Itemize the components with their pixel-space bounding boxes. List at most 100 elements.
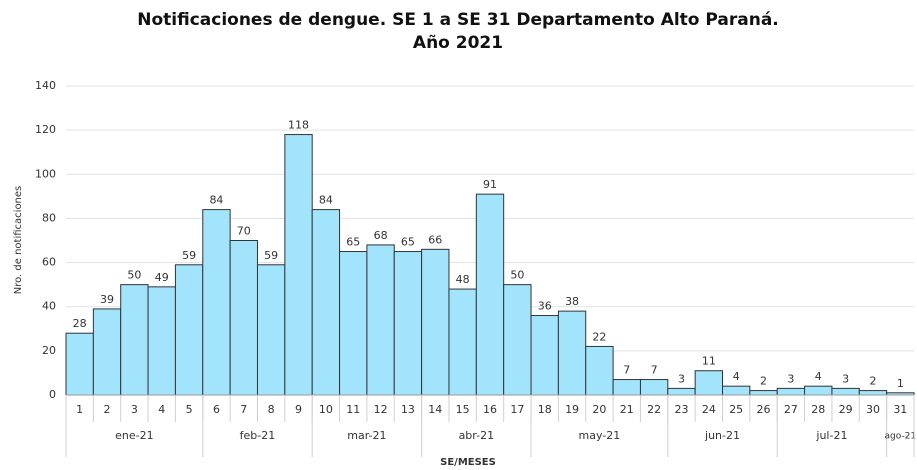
x-tick-label: 29 (839, 403, 853, 416)
data-label: 118 (288, 119, 309, 132)
x-tick-label: 17 (510, 403, 524, 416)
data-label: 38 (565, 295, 579, 308)
x-tick-label: 5 (186, 403, 193, 416)
bar (174, 264, 204, 396)
bar (804, 385, 833, 396)
x-tick-label: 21 (620, 403, 634, 416)
data-label: 3 (787, 372, 794, 385)
data-label: 11 (702, 355, 716, 368)
bar (202, 209, 231, 396)
y-tick-label: 100 (35, 167, 56, 180)
data-label: 50 (127, 269, 141, 282)
x-axis-title: SE/MESES (440, 457, 496, 468)
x-tick-label: 7 (240, 403, 247, 416)
x-tick-label: 10 (319, 403, 333, 416)
data-label: 3 (842, 372, 849, 385)
data-label: 65 (401, 236, 415, 249)
data-label: 59 (182, 249, 196, 262)
bar (776, 387, 806, 396)
data-label: 7 (623, 364, 630, 377)
y-axis-title: Nro. de notificaciones (13, 186, 24, 295)
data-label: 28 (73, 317, 87, 330)
bar (120, 284, 149, 396)
data-label: 1 (897, 377, 904, 390)
bar (639, 379, 669, 396)
data-label: 66 (428, 233, 442, 246)
data-label: 68 (374, 229, 388, 242)
x-tick-label: 4 (158, 403, 165, 416)
bar (393, 251, 423, 396)
data-label: 7 (651, 364, 658, 377)
data-label: 4 (733, 370, 740, 383)
bar (585, 345, 614, 396)
x-tick-label: 2 (104, 403, 111, 416)
chart-title: Notificaciones de dengue. SE 1 a SE 31 D… (137, 10, 779, 30)
y-tick-label: 80 (42, 211, 56, 224)
bar (421, 248, 450, 396)
data-label: 49 (155, 271, 169, 284)
bar (284, 134, 313, 396)
y-tick-label: 0 (49, 388, 56, 401)
data-label: 65 (346, 236, 360, 249)
bar (858, 390, 888, 396)
data-label: 39 (100, 293, 114, 306)
bar (256, 264, 286, 396)
group-label: may-21 (579, 429, 621, 442)
group-label: ene-21 (115, 429, 153, 442)
bar (339, 251, 368, 396)
x-tick-label: 22 (647, 403, 661, 416)
bar (667, 387, 696, 396)
x-tick-label: 13 (401, 403, 415, 416)
data-label: 48 (456, 273, 470, 286)
x-tick-label: 19 (565, 403, 579, 416)
data-label: 70 (237, 225, 251, 238)
group-label: abr-21 (459, 429, 495, 442)
group-label: jul-21 (815, 429, 847, 442)
group-label: mar-21 (347, 429, 386, 442)
group-label: jun-21 (704, 429, 740, 442)
bar (831, 387, 860, 396)
y-tick-label: 40 (42, 300, 56, 313)
bar (147, 286, 176, 396)
x-tick-label: 23 (674, 403, 688, 416)
x-tick-label: 15 (456, 403, 470, 416)
y-tick-label: 20 (42, 344, 56, 357)
x-tick-label: 14 (428, 403, 442, 416)
bar (92, 308, 122, 396)
data-label: 84 (319, 194, 333, 207)
y-tick-label: 140 (35, 79, 56, 92)
data-label: 2 (760, 375, 767, 388)
chart-subtitle: Año 2021 (413, 33, 503, 53)
x-tick-label: 6 (213, 403, 220, 416)
x-tick-label: 25 (729, 403, 743, 416)
x-tick-label: 28 (811, 403, 825, 416)
x-tick-label: 20 (592, 403, 606, 416)
data-label: 59 (264, 249, 278, 262)
data-label: 91 (483, 178, 497, 191)
data-label: 2 (869, 375, 876, 388)
bar (366, 244, 395, 396)
data-label: 3 (678, 372, 685, 385)
bar (65, 332, 94, 396)
data-label: 84 (209, 194, 223, 207)
x-tick-label: 31 (893, 403, 907, 416)
x-tick-label: 9 (295, 403, 302, 416)
data-label: 22 (592, 330, 606, 343)
bar (503, 284, 532, 396)
bar (229, 240, 258, 396)
data-label: 4 (815, 370, 822, 383)
bar (722, 385, 751, 396)
group-label: ago-21 (885, 432, 917, 442)
bar (530, 315, 559, 396)
x-tick-label: 30 (866, 403, 880, 416)
y-tick-label: 60 (42, 256, 56, 269)
bar (448, 288, 477, 396)
x-tick-label: 18 (538, 403, 552, 416)
x-tick-label: 3 (131, 403, 138, 416)
x-tick-label: 16 (483, 403, 497, 416)
bar (749, 390, 778, 396)
bar (612, 379, 641, 396)
bar (311, 209, 341, 396)
x-tick-label: 11 (346, 403, 360, 416)
